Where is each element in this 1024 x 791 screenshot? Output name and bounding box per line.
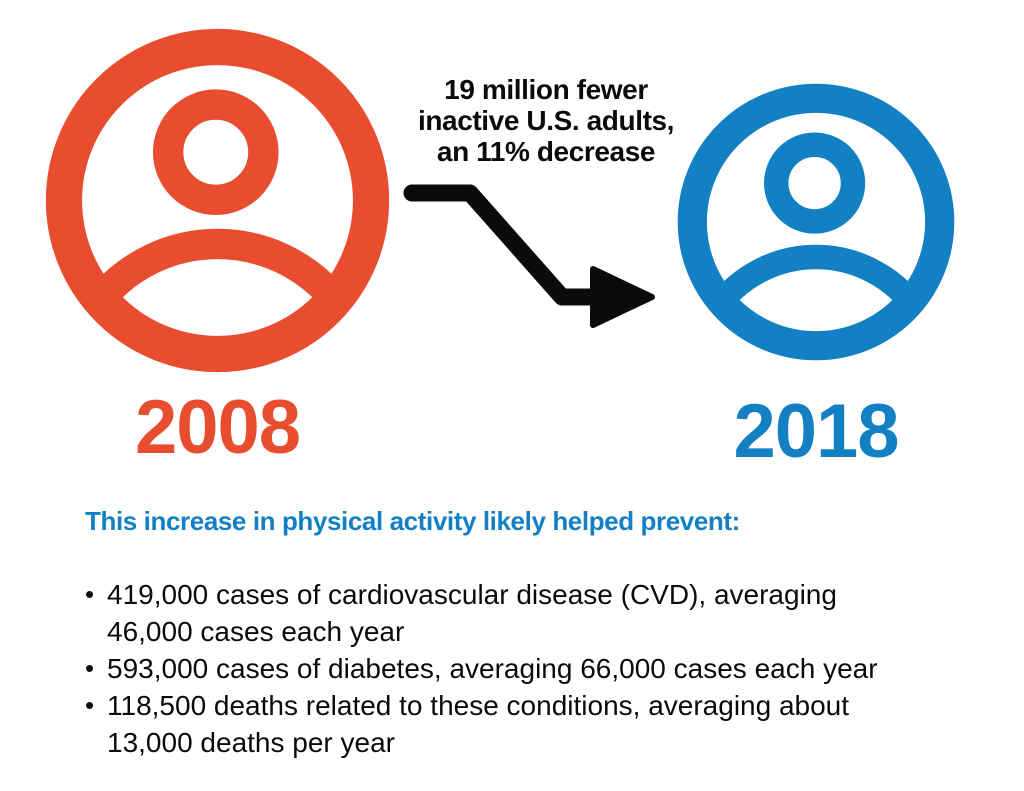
list-item-text: 118,500 deaths related to these conditio… xyxy=(107,690,850,721)
change-annotation-line: an 11% decrease xyxy=(436,136,656,167)
list-item: • 419,000 cases of cardiovascular diseas… xyxy=(85,576,985,650)
person-icon-2008 xyxy=(45,28,390,373)
decline-arrow-glyph xyxy=(403,184,655,328)
year-label-2018: 2018 xyxy=(733,389,899,474)
person-circle-icon xyxy=(45,28,390,373)
prevention-heading: This increase in physical activity likel… xyxy=(85,506,740,536)
change-annotation: 19 million fewer inactive U.S. adults, a… xyxy=(398,74,694,167)
person-circle-icon xyxy=(677,83,955,361)
prevention-list: • 419,000 cases of cardiovascular diseas… xyxy=(85,576,985,761)
bullet-dot-icon: • xyxy=(85,690,95,720)
list-item-text: 13,000 deaths per year xyxy=(107,727,395,758)
bullet-dot-icon: • xyxy=(85,579,95,609)
person-icon-2018 xyxy=(677,83,955,361)
list-item-text: 593,000 cases of diabetes, averaging 66,… xyxy=(107,653,878,684)
list-item-text: 46,000 cases each year xyxy=(107,616,405,647)
decline-arrow-icon xyxy=(400,175,660,340)
list-item-text: 419,000 cases of cardiovascular disease … xyxy=(107,579,837,610)
change-annotation-line: 19 million fewer xyxy=(444,74,648,105)
list-item: • 118,500 deaths related to these condit… xyxy=(85,687,985,761)
list-item: • 593,000 cases of diabetes, averaging 6… xyxy=(85,650,985,687)
year-label-2008: 2008 xyxy=(134,385,301,470)
change-annotation-line: inactive U.S. adults, xyxy=(417,105,675,136)
bullet-dot-icon: • xyxy=(85,653,95,683)
